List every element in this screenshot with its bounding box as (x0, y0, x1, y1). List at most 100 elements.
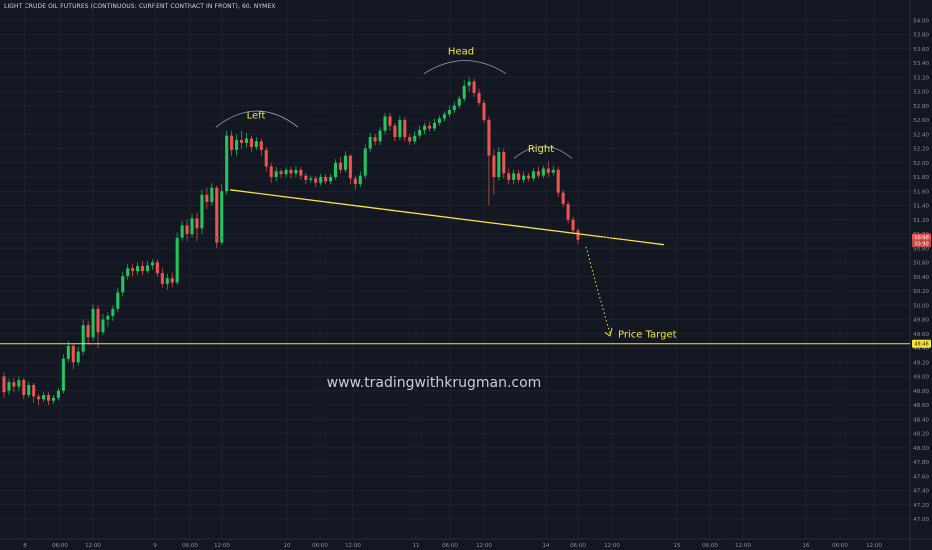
candle (111, 305, 115, 321)
candle-body (452, 105, 456, 111)
x-tick-label: 12:00 (735, 543, 751, 549)
candle-body (279, 171, 283, 175)
candle (383, 112, 387, 135)
y-tick-label: 48.20 (913, 432, 929, 438)
y-tick-label: 48.00 (913, 446, 929, 452)
candle (175, 232, 179, 286)
y-tick-label: 51.40 (913, 204, 929, 210)
candle-body (51, 397, 56, 401)
candle-body (254, 141, 258, 148)
price-label-text: 49.46 (914, 342, 928, 348)
candle-body (398, 120, 402, 138)
candle (17, 376, 21, 391)
candle (413, 131, 417, 145)
candle (215, 185, 219, 249)
candle-body (522, 175, 526, 180)
candle-body (22, 380, 26, 396)
candle-body (492, 155, 496, 177)
candle (497, 147, 501, 181)
candle (235, 134, 239, 156)
y-tick-label: 51.80 (913, 175, 929, 181)
y-tick-label: 52.80 (913, 104, 929, 110)
candle (37, 393, 41, 405)
candle-body (7, 382, 11, 391)
candle (284, 167, 288, 177)
candle (309, 175, 313, 183)
x-tick-label: 12:00 (345, 543, 361, 549)
candle-body (190, 218, 194, 234)
candle (56, 387, 60, 401)
candle (32, 382, 36, 403)
y-tick-label: 51.60 (913, 189, 929, 195)
candle (269, 162, 273, 183)
candle-body (185, 225, 189, 234)
candle-body (155, 262, 159, 274)
candle-body (239, 139, 244, 143)
annotation-label: Price Target (618, 329, 677, 340)
candle-body (274, 171, 278, 177)
y-tick-label: 47.80 (913, 460, 929, 466)
grid (0, 0, 910, 538)
candle (180, 221, 184, 242)
candle-body (566, 204, 570, 220)
candle (507, 168, 511, 185)
candle (289, 167, 293, 179)
candle (462, 80, 466, 103)
x-tick-label: 06:00 (442, 543, 458, 549)
candle (259, 138, 263, 156)
candle (378, 127, 382, 145)
y-tick-label: 49.00 (913, 375, 929, 381)
candle-body (358, 175, 362, 185)
candle-body (309, 178, 313, 180)
candle-body (101, 319, 105, 333)
y-tick-label: 50.60 (913, 261, 929, 267)
candle (536, 167, 540, 179)
candle (279, 168, 283, 179)
candle (86, 320, 90, 345)
candle-body (462, 85, 466, 99)
candle-body (17, 380, 21, 387)
candle-body (210, 187, 214, 202)
candle-body (472, 81, 476, 93)
candle-body (512, 173, 516, 180)
trend-lines (0, 189, 910, 345)
y-tick-label: 53.80 (913, 33, 929, 39)
candle-body (304, 175, 308, 180)
candle (482, 100, 486, 123)
candle (190, 214, 194, 238)
time-axis[interactable]: 8 06:00 12:00 9 06:00 12:00 10 06:00 12:00 11 06:0… (0, 538, 932, 549)
x-tick-label: 8 (23, 543, 27, 549)
x-tick-label: 15 (674, 543, 681, 549)
candle-body (437, 118, 441, 123)
candle (418, 125, 422, 139)
price-label-badge (912, 339, 931, 348)
candle (101, 313, 105, 336)
candle (220, 184, 224, 245)
candle (91, 303, 95, 341)
candle-body (47, 395, 51, 401)
candle-body (576, 230, 580, 240)
neckline (229, 189, 665, 246)
annotation-label: Left (247, 111, 266, 122)
candle (230, 130, 234, 156)
candle-body (106, 315, 110, 320)
x-tick-label: 16 (803, 543, 810, 549)
shoulder-arcs (215, 60, 573, 159)
x-tick-label: 9 (153, 543, 157, 549)
x-tick-label: 14 (543, 543, 550, 549)
candle (348, 154, 352, 185)
candle-body (145, 265, 150, 272)
y-tick-label: 48.80 (913, 389, 929, 395)
candle-body (348, 155, 352, 179)
y-tick-label: 47.00 (913, 517, 929, 523)
price-axis[interactable]: 54.00 53.80 53.60 53.40 53.20 53.00 52.80 52.60… (909, 0, 929, 550)
candle (517, 169, 521, 183)
candle-body (403, 120, 407, 138)
candle (244, 132, 248, 148)
price-label-badge (912, 239, 931, 248)
candle (319, 174, 323, 186)
candle (76, 346, 80, 366)
candle (457, 95, 461, 109)
